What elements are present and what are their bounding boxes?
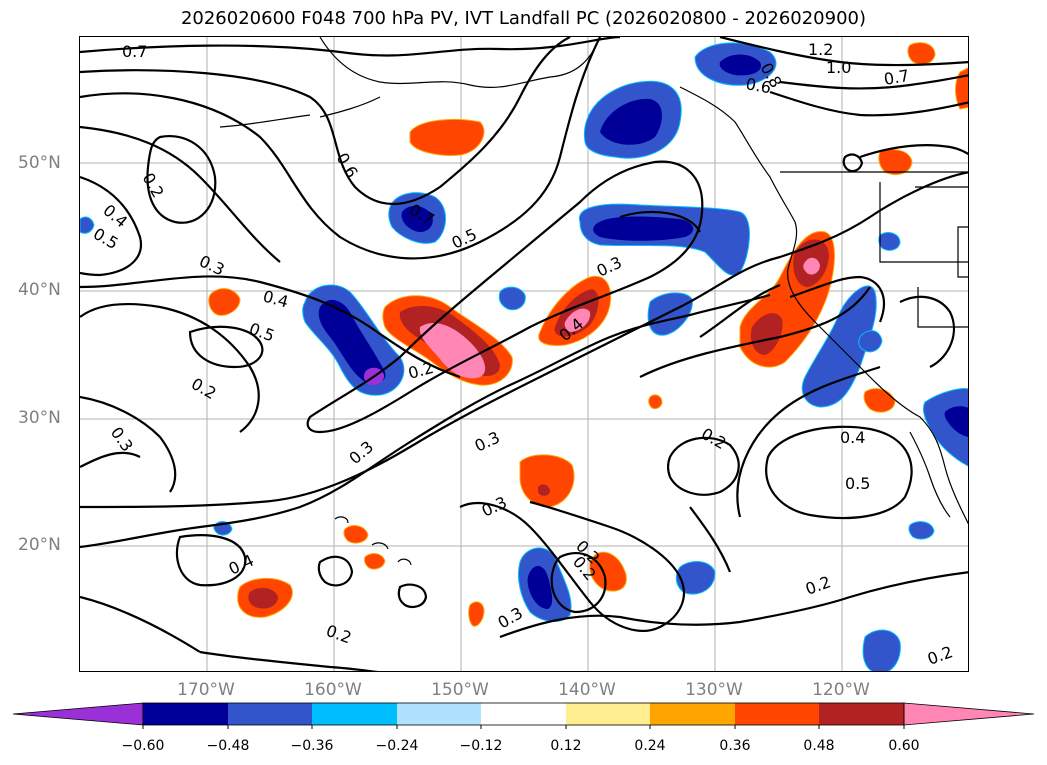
colorbar-tick-label: 0.24 (634, 738, 666, 754)
contour-label: 0.5 (449, 225, 480, 253)
map-title: 2026020600 F048 700 hPa PV, IVT Landfall… (180, 8, 867, 29)
colorbar-segment (228, 703, 312, 725)
map-panel[interactable]: 0.7 0.6 0.2 0.4 0.5 0.3 0.4 0.5 0.2 0.3 … (79, 36, 969, 672)
contour-label: 0.5 (845, 474, 870, 493)
colorbar-outline (142, 702, 905, 726)
contour-label: 0.4 (226, 551, 257, 579)
colorbar-segment (819, 703, 904, 725)
colorbar-segment (566, 703, 650, 725)
contour-label: 0.3 (495, 603, 527, 632)
colorbar-segment (903, 702, 1035, 726)
colorbar-tick-label: −0.12 (459, 738, 503, 754)
longitude-label: 150°W (431, 680, 489, 700)
colorbar-tick-label: −0.24 (375, 738, 419, 754)
contour-label: 0.3 (479, 493, 510, 521)
colorbar-segment (650, 703, 735, 725)
contour-label: 0.2 (698, 424, 730, 453)
contour-label: 0.3 (472, 428, 503, 456)
contour-label: 0.7 (122, 42, 147, 61)
longitude-label: 140°W (558, 680, 616, 700)
contour-label: 0.7 (882, 66, 910, 89)
colorbar-segment (143, 703, 228, 725)
contour-label: 0.3 (345, 437, 377, 468)
pv-shading (80, 42, 968, 671)
contour-label: 1.0 (826, 58, 851, 77)
longitude-label: 130°W (685, 680, 743, 700)
contour-label: 1.2 (808, 40, 833, 59)
colorbar-tick-label: −0.48 (206, 738, 250, 754)
colorbar-tick-label: 0.36 (719, 738, 751, 754)
latitude-label: 20°N (18, 535, 61, 555)
contour-label: 0.3 (196, 251, 227, 279)
contour-label: 0.2 (139, 170, 168, 202)
colorbar-tick-label: −0.60 (121, 738, 165, 754)
longitude-label: 120°W (812, 680, 870, 700)
colorbar (12, 702, 1035, 729)
longitude-label: 170°W (177, 680, 235, 700)
contour-label: 0.6 (333, 150, 362, 182)
contour-label: 0.3 (107, 423, 137, 455)
colorbar-segment (312, 703, 397, 725)
colorbar-tick-label: −0.36 (290, 738, 334, 754)
contour-label: 0.2 (925, 642, 955, 669)
latitude-label: 30°N (18, 408, 61, 428)
latitude-label: 40°N (18, 280, 61, 300)
contour-label: 0.5 (247, 319, 277, 346)
longitude-label: 160°W (304, 680, 362, 700)
colorbar-tick-label: 0.60 (888, 738, 920, 754)
map-canvas[interactable]: 0.7 0.6 0.2 0.4 0.5 0.3 0.4 0.5 0.2 0.3 … (80, 37, 969, 672)
latitude-label: 50°N (18, 153, 61, 173)
contours (80, 37, 968, 671)
contour-label: 0.2 (324, 621, 354, 648)
coastlines (219, 37, 968, 566)
colorbar-segment (12, 702, 144, 726)
colorbar-segment (481, 703, 566, 725)
contour-label: 0.6 (744, 74, 772, 97)
colorbar-tick-label: 0.12 (550, 738, 582, 754)
contour-label: 0.2 (188, 374, 220, 403)
colorbar-tick-label: 0.48 (803, 738, 835, 754)
contour-label: 0.2 (803, 572, 833, 599)
colorbar-segment (735, 703, 819, 725)
colorbar-segment (397, 703, 481, 725)
contour-label: 0.4 (840, 428, 865, 447)
